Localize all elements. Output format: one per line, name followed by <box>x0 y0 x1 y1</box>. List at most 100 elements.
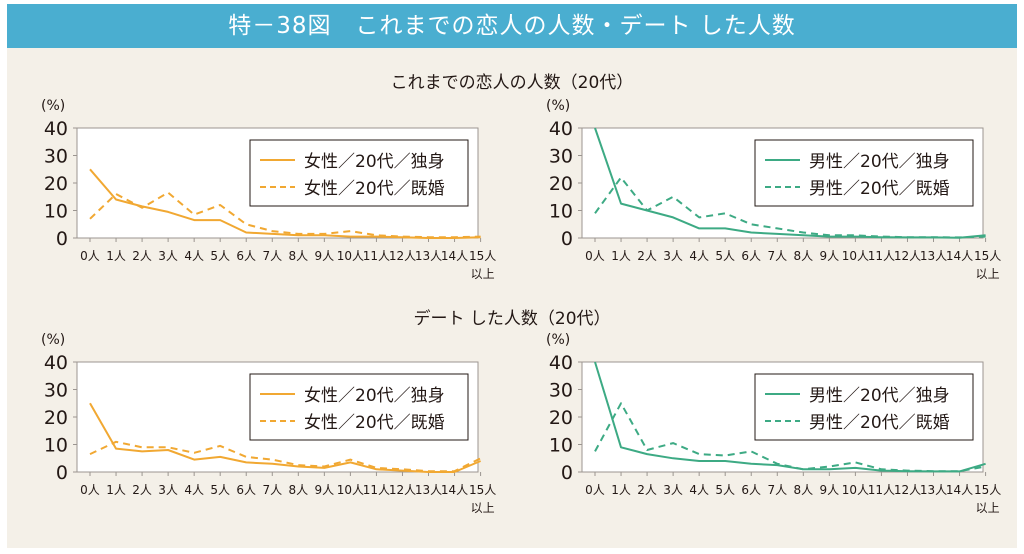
x-tick-label: 14人 <box>441 483 468 497</box>
y-tick-label: 30 <box>44 380 68 402</box>
x-tick-label: 2人 <box>132 483 152 497</box>
y-tick-label: 10 <box>44 201 68 223</box>
legend-label: 男性／20代／独身 <box>809 386 950 406</box>
x-tick-label-line2: 以上 <box>976 267 1000 281</box>
x-tick-label: 15人 <box>469 483 496 497</box>
y-tick-label: 20 <box>44 407 68 429</box>
x-tick-label: 14人 <box>946 483 973 497</box>
x-tick-label: 1人 <box>611 483 631 497</box>
x-tick-label: 13人 <box>920 483 947 497</box>
x-tick-label: 14人 <box>946 249 973 263</box>
x-tick-label: 4人 <box>184 249 204 263</box>
y-tick-label: 10 <box>44 435 68 457</box>
x-tick-label: 11人 <box>363 249 390 263</box>
legend-label: 男性／20代／既婚 <box>809 179 950 199</box>
x-tick-label: 3人 <box>158 483 178 497</box>
y-tick-label: 30 <box>44 146 68 168</box>
x-tick-label: 12人 <box>894 249 921 263</box>
x-tick-label: 15人 <box>974 249 1001 263</box>
y-tick-label: 0 <box>56 462 68 484</box>
x-tick-label: 4人 <box>689 483 709 497</box>
figure-header: 特－38図 これまでの恋人の人数・デート した人数 <box>7 4 1017 48</box>
x-tick-label: 8人 <box>288 249 308 263</box>
y-tick-label: 30 <box>549 380 573 402</box>
x-tick-label: 9人 <box>820 483 840 497</box>
x-tick-label: 10人 <box>337 483 364 497</box>
series-line-single <box>89 402 481 473</box>
x-tick-label: 3人 <box>158 249 178 263</box>
legend-label: 女性／20代／独身 <box>304 386 445 406</box>
x-tick-label: 12人 <box>389 483 416 497</box>
y-tick-label: 30 <box>549 146 573 168</box>
figure-title: 特－38図 これまでの恋人の人数・デート した人数 <box>228 13 796 39</box>
x-tick-label: 1人 <box>106 483 126 497</box>
x-tick-label: 1人 <box>611 249 631 263</box>
legend-label: 男性／20代／既婚 <box>809 413 950 433</box>
x-tick-label: 7人 <box>767 249 787 263</box>
legend-box <box>249 139 469 207</box>
x-tick-label: 6人 <box>741 483 761 497</box>
series-line-married <box>89 191 481 239</box>
section-title-dates: デート した人数（20代） <box>413 309 611 329</box>
x-tick-label: 12人 <box>389 249 416 263</box>
x-tick-label: 6人 <box>741 249 761 263</box>
x-tick-label: 2人 <box>637 483 657 497</box>
x-tick-label: 10人 <box>842 249 869 263</box>
x-tick-label: 9人 <box>315 483 335 497</box>
x-tick-label-line2: 以上 <box>976 501 1000 515</box>
x-tick-label: 7人 <box>767 483 787 497</box>
x-tick-label-line2: 以上 <box>471 267 495 281</box>
y-tick-label: 20 <box>549 173 573 195</box>
legend-label: 女性／20代／既婚 <box>304 413 445 433</box>
y-axis-label: (%) <box>41 332 65 348</box>
x-tick-label: 0人 <box>585 483 605 497</box>
x-tick-label: 12人 <box>894 483 921 497</box>
x-tick-label: 6人 <box>236 249 256 263</box>
legend-label: 男性／20代／独身 <box>809 152 950 172</box>
x-tick-label-line2: 以上 <box>471 501 495 515</box>
x-tick-label: 2人 <box>637 249 657 263</box>
series-line-married <box>594 176 986 239</box>
y-tick-label: 40 <box>44 352 68 374</box>
x-tick-label: 9人 <box>820 249 840 263</box>
y-tick-label: 10 <box>549 435 573 457</box>
x-tick-label: 5人 <box>715 483 735 497</box>
x-tick-label: 5人 <box>210 483 230 497</box>
y-axis-label: (%) <box>546 98 570 114</box>
x-tick-label: 15人 <box>469 249 496 263</box>
legend-box <box>754 139 974 207</box>
legend-label: 女性／20代／独身 <box>304 152 445 172</box>
series-line-married <box>594 402 986 473</box>
x-tick-label: 7人 <box>262 249 282 263</box>
y-tick-label: 0 <box>56 228 68 250</box>
section-title-partners: これまでの恋人の人数（20代） <box>390 73 634 93</box>
y-tick-label: 20 <box>549 407 573 429</box>
x-tick-label: 1人 <box>106 249 126 263</box>
x-tick-label: 8人 <box>288 483 308 497</box>
x-tick-label: 5人 <box>210 249 230 263</box>
x-tick-label: 8人 <box>793 483 813 497</box>
y-tick-label: 40 <box>44 118 68 140</box>
x-tick-label: 11人 <box>868 483 895 497</box>
x-tick-label: 4人 <box>689 249 709 263</box>
legend-label: 女性／20代／既婚 <box>304 179 445 199</box>
x-tick-label: 10人 <box>842 483 869 497</box>
x-tick-label: 9人 <box>315 249 335 263</box>
x-tick-label: 14人 <box>441 249 468 263</box>
legend-box <box>754 373 974 441</box>
y-axis-label: (%) <box>41 98 65 114</box>
y-tick-label: 40 <box>549 352 573 374</box>
x-tick-label: 3人 <box>663 483 683 497</box>
x-tick-label: 13人 <box>415 249 442 263</box>
y-tick-label: 40 <box>549 118 573 140</box>
y-tick-label: 0 <box>561 228 573 250</box>
y-tick-label: 10 <box>549 201 573 223</box>
x-tick-label: 13人 <box>920 249 947 263</box>
x-tick-label: 10人 <box>337 249 364 263</box>
x-tick-label: 15人 <box>974 483 1001 497</box>
x-tick-label: 2人 <box>132 249 152 263</box>
x-tick-label: 4人 <box>184 483 204 497</box>
